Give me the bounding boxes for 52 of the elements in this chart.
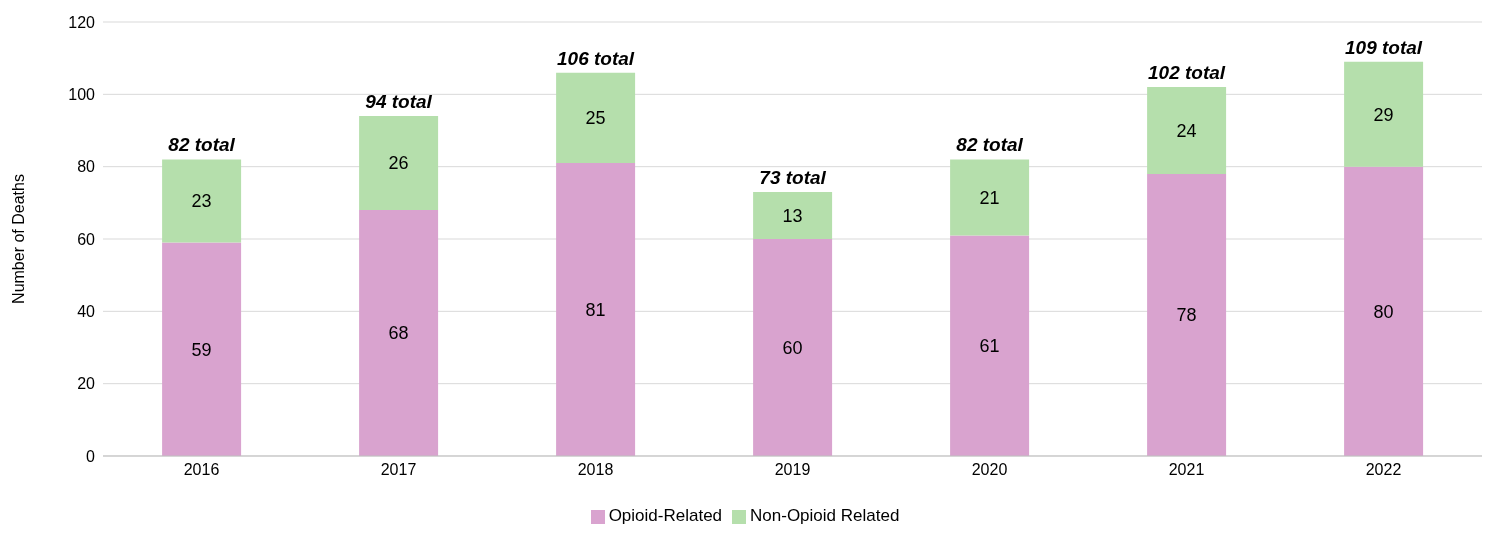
bar <box>556 163 636 456</box>
bar <box>950 159 1030 236</box>
bar <box>556 72 636 164</box>
bar <box>162 242 242 456</box>
bar <box>1147 87 1227 174</box>
x-tick-label: 2017 <box>380 461 417 479</box>
bar <box>1344 61 1424 167</box>
data-label: 24 <box>1176 120 1197 141</box>
total-label: 106 total <box>557 47 635 69</box>
data-label: 21 <box>979 187 1000 208</box>
bar <box>359 116 439 211</box>
total-label: 109 total <box>1345 36 1423 58</box>
bar <box>1344 166 1424 456</box>
x-tick-label: 2016 <box>183 461 220 479</box>
bar <box>950 235 1030 456</box>
data-label: 23 <box>191 191 212 212</box>
data-label: 25 <box>585 108 606 129</box>
data-label: 68 <box>388 323 409 344</box>
x-tick-label: 2022 <box>1365 461 1402 479</box>
bar <box>753 191 833 239</box>
data-label: 78 <box>1176 305 1197 326</box>
data-label: 60 <box>782 337 803 358</box>
data-label: 61 <box>979 336 1000 357</box>
data-label: 29 <box>1373 104 1394 125</box>
data-label: 26 <box>388 153 409 174</box>
y-tick-label: 0 <box>86 447 96 465</box>
total-label: 82 total <box>956 134 1024 156</box>
y-tick-label: 120 <box>68 13 96 31</box>
y-tick-label: 40 <box>77 303 96 321</box>
x-tick-label: 2021 <box>1168 461 1205 479</box>
data-label: 80 <box>1373 301 1394 322</box>
y-tick-label: 60 <box>77 230 96 248</box>
y-tick-label: 20 <box>77 375 96 393</box>
bar <box>1147 173 1227 456</box>
x-tick-label: 2019 <box>774 461 811 479</box>
y-tick-label: 100 <box>68 86 96 104</box>
data-label: 13 <box>782 205 803 226</box>
bar <box>359 210 439 456</box>
y-tick-label: 80 <box>77 158 96 176</box>
total-label: 102 total <box>1148 62 1226 84</box>
total-label: 94 total <box>365 91 433 113</box>
total-label: 82 total <box>168 134 236 156</box>
data-label: 81 <box>585 299 606 320</box>
legend-label: Opioid-Related <box>608 506 723 525</box>
x-tick-label: 2018 <box>577 461 614 479</box>
x-tick-label: 2020 <box>971 461 1008 479</box>
bar <box>162 159 242 243</box>
bar <box>753 239 833 456</box>
y-axis-title: Number of Deaths <box>9 174 27 304</box>
total-label: 73 total <box>759 166 827 188</box>
data-label: 59 <box>191 339 212 360</box>
legend-label: Non-Opioid Related <box>750 506 900 525</box>
